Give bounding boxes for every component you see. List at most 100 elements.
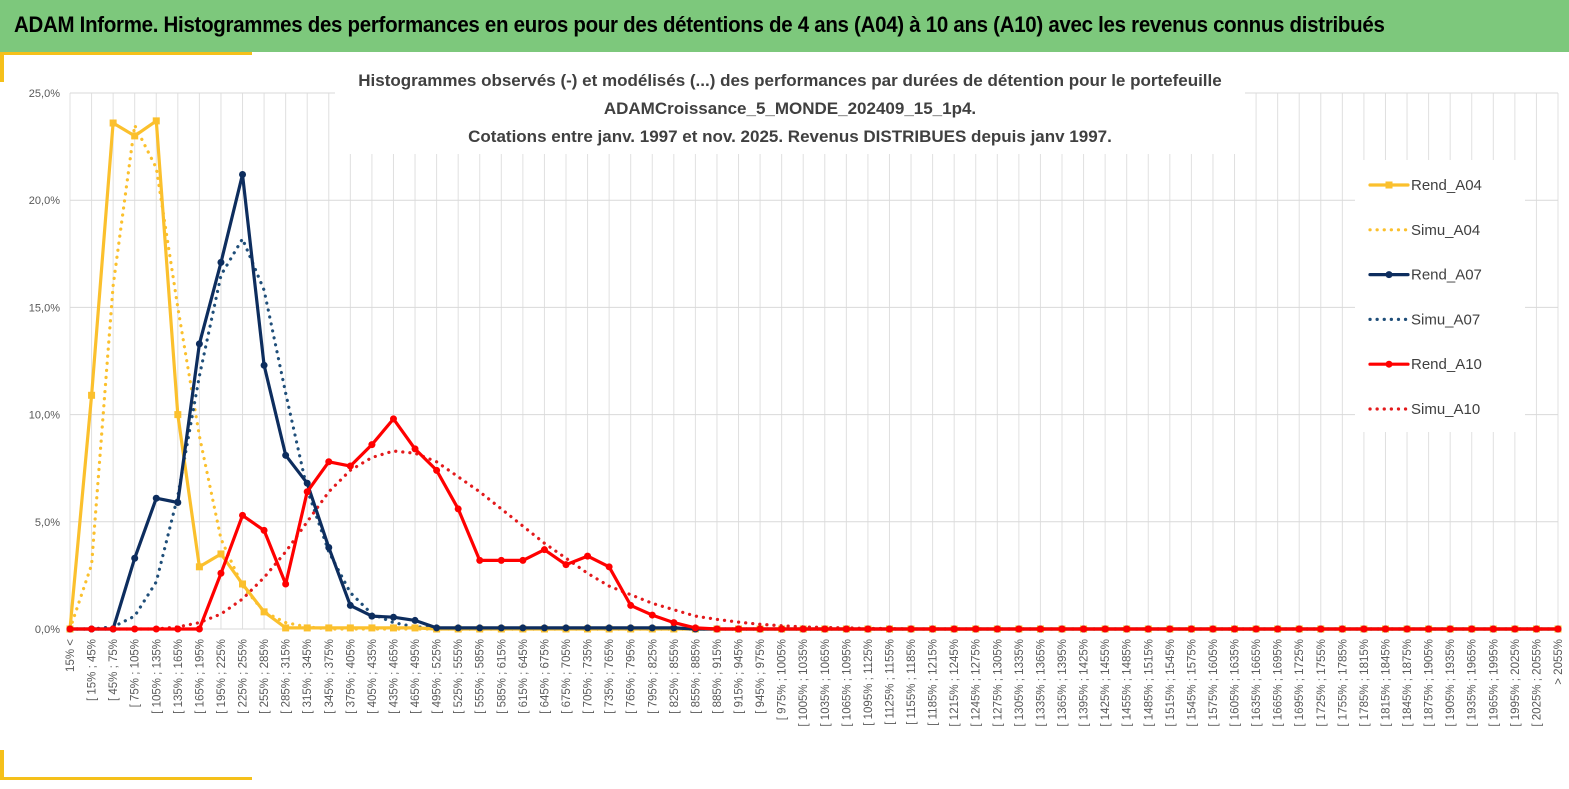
y-axis-ticks: 0,0% 5,0% 10,0% 15,0% 20,0% 25,0% xyxy=(29,88,60,636)
data-point-rend-a07 xyxy=(605,624,613,632)
data-point-rend-a10 xyxy=(454,505,462,513)
data-point-rend-a04 xyxy=(389,624,397,632)
data-point-rend-a04 xyxy=(368,624,376,632)
x-tick-label: [ 1365% ; 1395% xyxy=(1057,639,1069,727)
accent-bar-left-bottom xyxy=(0,750,4,780)
data-point-rend-a07 xyxy=(627,624,635,632)
x-tick-label: [ 1545% ; 1575% xyxy=(1186,639,1198,727)
data-point-rend-a07 xyxy=(282,451,290,459)
data-point-rend-a10 xyxy=(325,458,333,466)
data-point-rend-a04 xyxy=(282,624,290,632)
x-tick-label: [ 1845% ; 1875% xyxy=(1402,639,1414,727)
data-point-rend-a10 xyxy=(842,625,850,633)
x-tick-label: [ 615% ; 645% xyxy=(518,639,530,714)
x-tick-label: [ 645% ; 675% xyxy=(539,639,551,714)
x-tick-label: [ 525% ; 555% xyxy=(453,639,465,714)
x-axis-ticks: 15% < [ 15% ; 45% [ 45% ; 75% [ 75% ; 105% [… xyxy=(65,639,1565,727)
data-point-rend-a07 xyxy=(239,170,247,178)
data-point-rend-a07 xyxy=(174,499,182,507)
series-line-simu-a10 xyxy=(68,449,1560,631)
x-tick-label: [ 495% ; 525% xyxy=(432,639,444,714)
grid xyxy=(69,92,1559,630)
data-point-rend-a07 xyxy=(476,624,484,632)
data-point-rend-a07 xyxy=(303,479,311,487)
data-point-rend-a07 xyxy=(131,554,139,562)
legend-marker xyxy=(1385,271,1393,279)
data-point-rend-a10 xyxy=(411,445,419,453)
accent-bar-top xyxy=(0,52,252,55)
data-point-rend-a10 xyxy=(174,625,182,633)
x-tick-label: [ 1815% ; 1845% xyxy=(1380,639,1392,727)
data-point-rend-a10 xyxy=(929,625,937,633)
x-tick-label: [ 1785% ; 1815% xyxy=(1359,639,1371,727)
legend-label: Simu_A04 xyxy=(1411,222,1480,239)
x-tick-label: [ 465% ; 495% xyxy=(410,639,422,714)
x-tick-label: [ 105% ; 135% xyxy=(151,639,163,714)
data-point-rend-a04 xyxy=(131,132,139,140)
data-point-rend-a10 xyxy=(1101,625,1109,633)
data-point-rend-a04 xyxy=(325,624,333,632)
data-point-rend-a04 xyxy=(109,119,117,127)
data-point-rend-a10 xyxy=(540,546,548,554)
data-point-rend-a10 xyxy=(1187,625,1195,633)
data-point-rend-a04 xyxy=(195,563,203,571)
series-line-simu-a07 xyxy=(68,237,1560,631)
series xyxy=(66,117,1562,633)
accent-bar-left-top xyxy=(0,52,4,82)
data-point-rend-a10 xyxy=(260,526,268,534)
series-line-rend-a07 xyxy=(68,172,1560,631)
data-point-rend-a07 xyxy=(584,624,592,632)
data-point-rend-a07 xyxy=(217,258,225,266)
data-point-rend-a10 xyxy=(605,563,613,571)
data-point-rend-a10 xyxy=(864,625,872,633)
x-tick-label: [ 1995% ; 2025% xyxy=(1510,639,1522,727)
data-point-rend-a10 xyxy=(368,441,376,449)
chart-title-line-1: Histogrammes observés (-) et modélisés (… xyxy=(358,71,1221,90)
x-tick-label: [ 345% ; 375% xyxy=(324,639,336,714)
histogram-chart: Histogrammes observés (-) et modélisés (… xyxy=(29,66,1565,727)
data-point-rend-a10 xyxy=(713,625,721,633)
x-tick-label: [ 1305% ; 1335% xyxy=(1014,639,1026,727)
data-point-rend-a04 xyxy=(239,580,247,588)
data-point-rend-a10 xyxy=(1403,625,1411,633)
x-tick-label: [ 1335% ; 1365% xyxy=(1035,639,1047,727)
data-point-rend-a10 xyxy=(519,556,527,564)
x-tick-label: [ 1095% ; 1125% xyxy=(863,639,875,726)
y-tick-label: 5,0% xyxy=(35,517,60,529)
x-tick-label: [ 1485% ; 1515% xyxy=(1143,639,1155,727)
x-tick-label: [ 225% ; 255% xyxy=(238,639,250,714)
x-tick-label: [ 1515% ; 1545% xyxy=(1165,639,1177,727)
x-tick-label: [ 1035% ; 1065% xyxy=(820,639,832,727)
data-point-rend-a10 xyxy=(1252,625,1260,633)
x-tick-label: [ 675% ; 705% xyxy=(561,639,573,714)
x-tick-label: [ 315% ; 345% xyxy=(302,639,314,714)
x-tick-label: [ 1695% ; 1725% xyxy=(1294,639,1306,727)
series-line-rend-a10 xyxy=(68,417,1560,631)
data-point-rend-a07 xyxy=(670,624,678,632)
data-point-rend-a10 xyxy=(1360,625,1368,633)
data-point-rend-a10 xyxy=(1554,625,1562,633)
data-point-rend-a10 xyxy=(950,625,958,633)
legend-label: Simu_A10 xyxy=(1411,401,1480,418)
legend-label: Rend_A10 xyxy=(1411,356,1482,373)
data-point-rend-a10 xyxy=(303,488,311,496)
data-point-rend-a07 xyxy=(497,624,505,632)
data-point-rend-a04 xyxy=(88,391,96,399)
data-point-rend-a10 xyxy=(1274,625,1282,633)
data-point-rend-a07 xyxy=(152,494,160,502)
data-point-rend-a07 xyxy=(540,624,548,632)
x-tick-label: [ 975% ; 1005% xyxy=(777,639,789,720)
data-point-rend-a10 xyxy=(756,625,764,633)
data-point-rend-a07 xyxy=(195,340,203,348)
data-point-rend-a10 xyxy=(346,462,354,470)
data-point-rend-a10 xyxy=(195,625,203,633)
x-tick-label: [ 1275% ; 1305% xyxy=(992,639,1004,727)
data-point-rend-a10 xyxy=(1338,625,1346,633)
data-point-rend-a10 xyxy=(1425,625,1433,633)
legend-marker xyxy=(1385,181,1393,189)
data-point-rend-a10 xyxy=(66,625,74,633)
x-tick-label: [ 255% ; 285% xyxy=(259,639,271,714)
legend-label: Rend_A04 xyxy=(1411,177,1482,194)
chart-title: Histogrammes observés (-) et modélisés (… xyxy=(335,66,1245,154)
x-tick-label: [ 1215% ; 1245% xyxy=(949,639,961,727)
